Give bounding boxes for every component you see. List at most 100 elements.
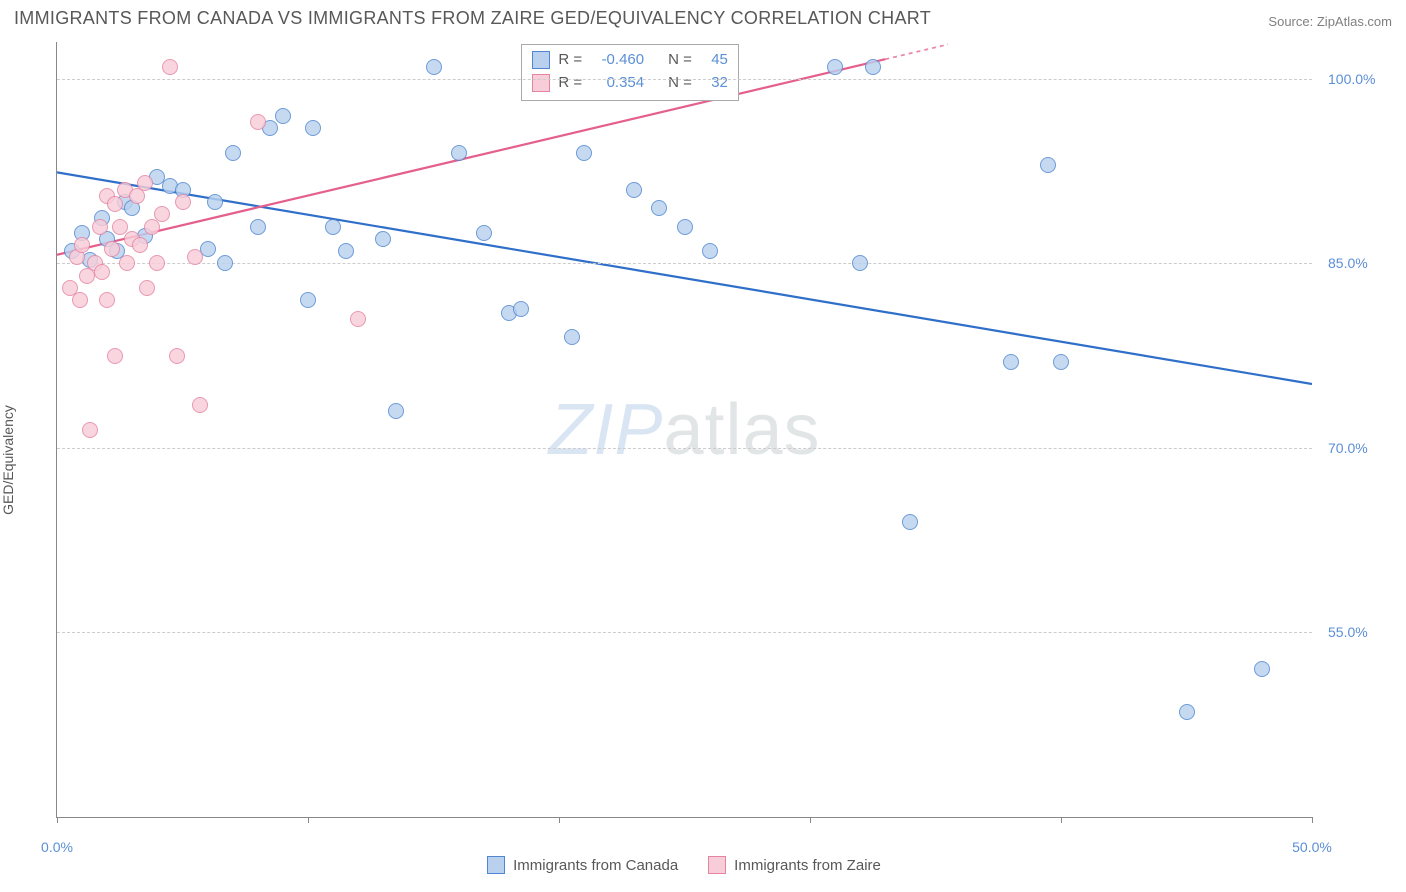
watermark-part2: atlas (663, 390, 820, 470)
stat-row-zaire: R = 0.354 N = 32 (532, 72, 728, 95)
correlation-stats-box: R = -0.460 N = 45 R = 0.354 N = 32 (521, 44, 739, 101)
scatter-point-canada (576, 145, 592, 161)
y-tick-label: 70.0% (1328, 440, 1368, 456)
scatter-point-zaire (107, 196, 123, 212)
scatter-point-canada (250, 219, 266, 235)
scatter-point-canada (426, 59, 442, 75)
scatter-point-canada (217, 255, 233, 271)
scatter-point-canada (375, 231, 391, 247)
scatter-point-zaire (74, 237, 90, 253)
scatter-point-canada (451, 145, 467, 161)
y-gridline (57, 263, 1312, 264)
n-value-canada: 45 (700, 49, 728, 72)
r-value-canada: -0.460 (590, 49, 644, 72)
source-name: ZipAtlas.com (1317, 14, 1392, 29)
y-gridline (57, 632, 1312, 633)
x-tick-label: 0.0% (41, 839, 73, 855)
x-tick-mark (57, 817, 58, 823)
r-label: R = (558, 72, 582, 95)
legend-swatch-zaire (532, 74, 550, 92)
y-axis-label: GED/Equivalency (0, 405, 16, 515)
scatter-point-canada (702, 243, 718, 259)
scatter-point-zaire (104, 241, 120, 257)
scatter-point-canada (1040, 157, 1056, 173)
legend-item-zaire: Immigrants from Zaire (708, 856, 881, 874)
source-label: Source: (1268, 14, 1313, 29)
scatter-point-canada (207, 194, 223, 210)
scatter-point-canada (902, 514, 918, 530)
plot-area: ZIPatlas R =-0.460N =45R =0.354N =32 55.… (56, 42, 1312, 818)
y-tick-label: 100.0% (1328, 71, 1375, 87)
scatter-point-zaire (162, 59, 178, 75)
n-label: N = (668, 49, 692, 72)
scatter-point-zaire (187, 249, 203, 265)
legend-label-canada: Immigrants from Canada (513, 857, 678, 874)
scatter-point-canada (1179, 704, 1195, 720)
x-tick-mark (559, 817, 560, 823)
x-tick-label: 50.0% (1292, 839, 1332, 855)
y-tick-label: 85.0% (1328, 255, 1368, 271)
y-tick-label: 55.0% (1328, 624, 1368, 640)
scatter-point-canada (325, 219, 341, 235)
scatter-point-canada (275, 108, 291, 124)
scatter-point-canada (338, 243, 354, 259)
n-value-zaire: 32 (700, 72, 728, 95)
scatter-point-zaire (92, 219, 108, 235)
scatter-point-canada (305, 120, 321, 136)
r-value-zaire: 0.354 (590, 72, 644, 95)
scatter-point-canada (513, 301, 529, 317)
scatter-point-canada (225, 145, 241, 161)
r-label: R = (558, 49, 582, 72)
legend-swatch-zaire (708, 856, 726, 874)
scatter-point-zaire (169, 348, 185, 364)
scatter-point-canada (865, 59, 881, 75)
watermark: ZIPatlas (548, 389, 820, 471)
scatter-point-zaire (132, 237, 148, 253)
scatter-point-zaire (139, 280, 155, 296)
scatter-point-canada (1053, 354, 1069, 370)
scatter-point-zaire (144, 219, 160, 235)
scatter-point-zaire (149, 255, 165, 271)
scatter-point-zaire (175, 194, 191, 210)
chart-title: IMMIGRANTS FROM CANADA VS IMMIGRANTS FRO… (14, 8, 931, 29)
scatter-point-canada (852, 255, 868, 271)
scatter-point-zaire (192, 397, 208, 413)
scatter-point-canada (827, 59, 843, 75)
scatter-point-canada (677, 219, 693, 235)
scatter-point-zaire (107, 348, 123, 364)
trend-lines-layer (57, 42, 1312, 817)
scatter-point-canada (300, 292, 316, 308)
scatter-point-zaire (250, 114, 266, 130)
n-label: N = (668, 72, 692, 95)
scatter-point-canada (476, 225, 492, 241)
y-gridline (57, 448, 1312, 449)
y-gridline (57, 79, 1312, 80)
scatter-point-canada (1003, 354, 1019, 370)
scatter-point-zaire (119, 255, 135, 271)
x-tick-mark (1312, 817, 1313, 823)
legend-label-zaire: Immigrants from Zaire (734, 857, 881, 874)
scatter-point-canada (626, 182, 642, 198)
chart-container: GED/Equivalency ZIPatlas R =-0.460N =45R… (14, 42, 1392, 878)
legend-swatch-canada (487, 856, 505, 874)
legend-item-canada: Immigrants from Canada (487, 856, 678, 874)
legend-swatch-canada (532, 51, 550, 69)
scatter-point-zaire (72, 292, 88, 308)
scatter-point-zaire (99, 292, 115, 308)
scatter-point-zaire (94, 264, 110, 280)
x-tick-mark (308, 817, 309, 823)
scatter-point-canada (1254, 661, 1270, 677)
scatter-point-zaire (112, 219, 128, 235)
stat-row-canada: R = -0.460 N = 45 (532, 49, 728, 72)
scatter-point-canada (388, 403, 404, 419)
scatter-point-zaire (350, 311, 366, 327)
legend: Immigrants from Canada Immigrants from Za… (56, 856, 1312, 874)
x-tick-mark (1061, 817, 1062, 823)
title-bar: IMMIGRANTS FROM CANADA VS IMMIGRANTS FRO… (14, 8, 1392, 29)
scatter-point-canada (651, 200, 667, 216)
scatter-point-zaire (129, 188, 145, 204)
scatter-point-canada (564, 329, 580, 345)
watermark-part1: ZIP (548, 390, 663, 470)
x-tick-mark (810, 817, 811, 823)
source-attribution: Source: ZipAtlas.com (1268, 14, 1392, 29)
